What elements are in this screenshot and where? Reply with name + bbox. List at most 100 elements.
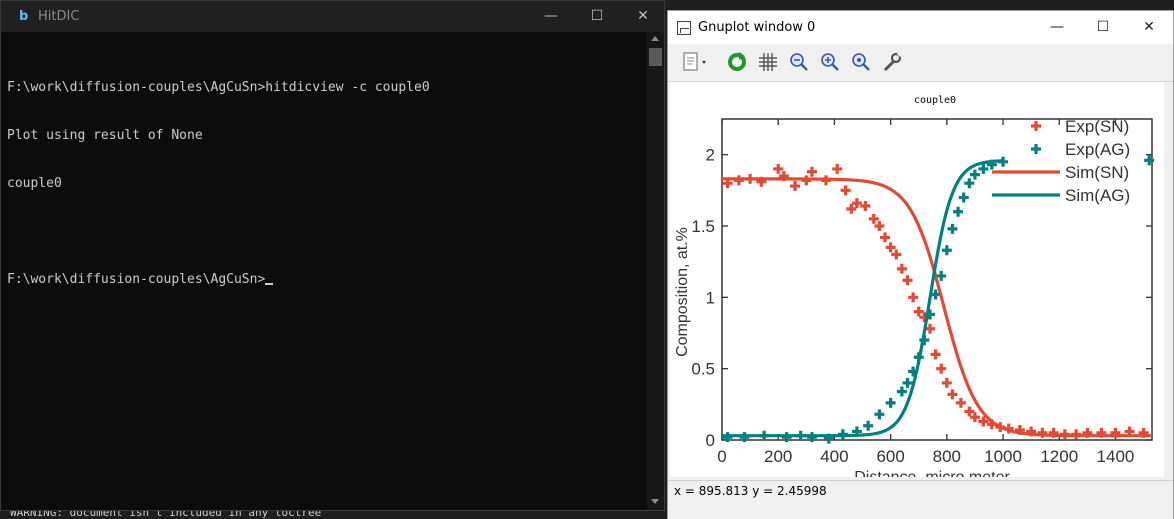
data-point (885, 242, 896, 253)
data-point (880, 232, 891, 243)
plot-border (721, 118, 1153, 441)
legend-marker (1031, 144, 1041, 154)
data-point (860, 201, 871, 212)
gnuplot-titlebar[interactable]: Gnuplot window 0 — ☐ ✕ (668, 11, 1173, 44)
gnuplot-title: Gnuplot window 0 (698, 20, 816, 35)
data-point (924, 323, 935, 334)
y-tick-label: 0 (706, 431, 715, 450)
hitdic-app-icon: b (19, 9, 29, 24)
console-titlebar[interactable]: b HitDIC — ☐ ✕ (1, 1, 664, 32)
console-output[interactable]: F:\work\diffusion-couples\AgCuSn>hitdicv… (7, 48, 647, 508)
data-point (936, 363, 947, 374)
data-point (913, 306, 924, 317)
zoom-next-icon[interactable] (819, 51, 841, 73)
minimize-button[interactable]: — (1050, 19, 1064, 35)
close-button[interactable]: ✕ (637, 8, 649, 24)
data-point (891, 249, 902, 260)
console-scrollbar[interactable] (647, 32, 664, 510)
data-point (941, 245, 952, 256)
data-point (947, 223, 958, 234)
x-tick-label: 400 (820, 447, 848, 466)
plot-scrollbar[interactable] (1164, 82, 1172, 477)
maximize-button[interactable]: ☐ (1096, 19, 1110, 35)
data-point (969, 169, 980, 180)
cursor-coordinates: x = 895.813 y = 2.45998 (674, 484, 827, 498)
data-point (953, 206, 964, 217)
data-point (851, 198, 862, 209)
data-point (863, 420, 874, 431)
console-prompt-line[interactable]: F:\work\diffusion-couples\AgCuSn> (7, 272, 647, 288)
data-point (969, 412, 980, 423)
y-tick-label: 1.5 (691, 217, 715, 236)
chart-svg[interactable]: couple0 Distance, micro meter Compositio… (670, 82, 1171, 477)
legend-marker (1031, 121, 1041, 131)
data-point (958, 192, 969, 203)
x-axis-label: Distance, micro meter (854, 469, 1010, 477)
x-tick-label: 800 (933, 447, 961, 466)
y-tick-label: 0.5 (691, 360, 715, 379)
scroll-down-icon[interactable] (651, 499, 659, 504)
background-warning-text: WARNING: document isn't included in any … (10, 508, 322, 519)
data-point (773, 163, 784, 174)
data-point (868, 213, 879, 224)
data-point (964, 406, 975, 417)
data-point (930, 349, 941, 360)
background-editor-bottom: WARNING: document isn't included in any … (0, 508, 670, 519)
x-tick-label: 1200 (1040, 447, 1078, 466)
data-point (896, 386, 907, 397)
legend-label: Sim(SN) (1065, 163, 1129, 182)
data-point (840, 185, 851, 196)
data-point (896, 263, 907, 274)
console-line: Plot using result of None (7, 128, 203, 143)
data-point (902, 377, 913, 388)
x-tick-label: 1400 (1097, 447, 1135, 466)
data-point (930, 289, 941, 300)
y-tick-label: 2 (706, 146, 715, 165)
data-point (947, 389, 958, 400)
series-line (722, 159, 1003, 438)
data-point (936, 270, 947, 281)
data-point (955, 397, 966, 408)
y-axis-label: Composition, at.% (674, 227, 691, 357)
autoscale-icon[interactable] (850, 51, 872, 73)
legend-label: Sim(AG) (1065, 186, 1130, 205)
scroll-up-icon[interactable] (651, 36, 659, 41)
data-point (874, 221, 885, 231)
x-tick-label: 200 (764, 447, 792, 466)
grid-icon[interactable] (757, 51, 779, 73)
minimize-button[interactable]: — (544, 8, 558, 24)
console-line: F:\work\diffusion-couples\AgCuSn>hitdicv… (7, 80, 430, 95)
options-wrench-icon[interactable] (881, 51, 903, 73)
data-point (908, 292, 919, 303)
close-button[interactable]: ✕ (1143, 19, 1155, 35)
maximize-button[interactable]: ☐ (590, 8, 604, 24)
scrollbar-thumb[interactable] (649, 48, 662, 66)
gnuplot-app-icon (677, 21, 691, 35)
data-point (978, 163, 989, 174)
console-line (7, 224, 647, 240)
data-point (902, 275, 913, 286)
zoom-previous-icon[interactable] (788, 51, 810, 73)
legend-label: Exp(SN) (1065, 117, 1129, 136)
copy-print-menu-icon[interactable] (680, 51, 710, 73)
legend-label: Exp(AG) (1065, 140, 1130, 159)
gnuplot-window[interactable]: Gnuplot window 0 — ☐ ✕ couple0 Distance, (667, 10, 1174, 519)
data-point (790, 181, 801, 192)
replot-icon[interactable] (726, 51, 748, 73)
chart-title: couple0 (914, 95, 956, 106)
data-point (874, 409, 885, 420)
gnuplot-statusbar: x = 895.813 y = 2.45998 (668, 480, 1173, 519)
console-window[interactable]: b HitDIC — ☐ ✕ F:\work\diffusion-couples… (0, 0, 665, 511)
gnuplot-toolbar (668, 45, 1173, 82)
console-title: HitDIC (38, 9, 80, 24)
x-tick-label: 0 (717, 447, 726, 466)
x-tick-label: 1000 (984, 447, 1022, 466)
plot-area[interactable]: couple0 Distance, micro meter Compositio… (670, 82, 1171, 477)
console-line: couple0 (7, 176, 62, 191)
data-point (806, 166, 817, 177)
y-tick-label: 1 (706, 288, 715, 307)
data-point (941, 377, 952, 388)
data-point (1144, 155, 1155, 166)
text-cursor (265, 283, 274, 285)
data-point (978, 416, 989, 427)
